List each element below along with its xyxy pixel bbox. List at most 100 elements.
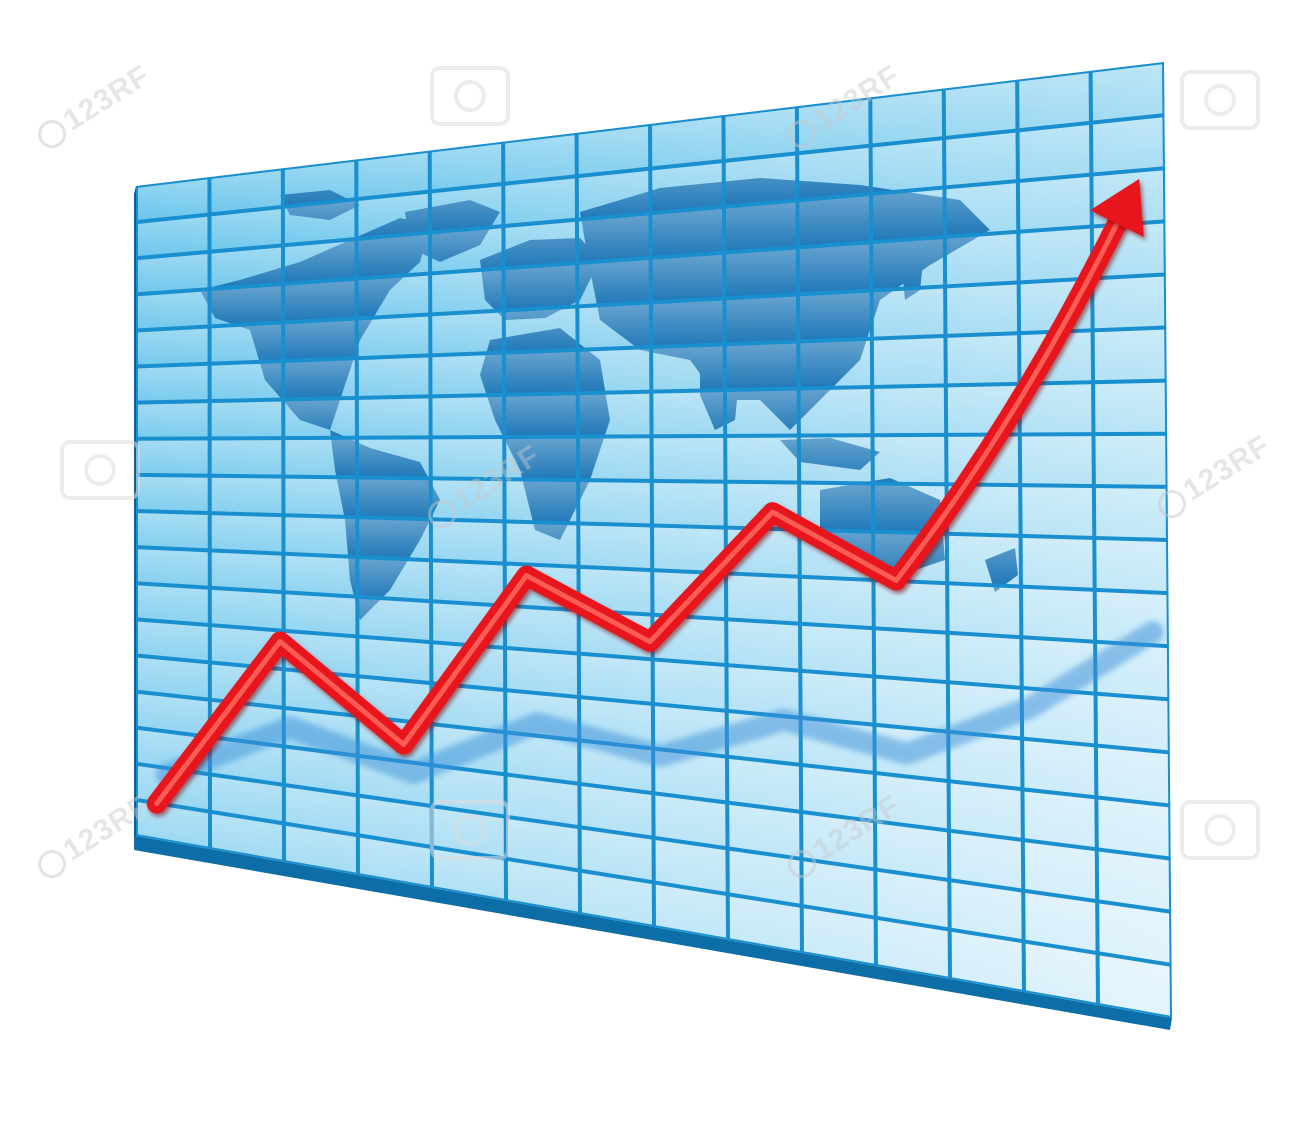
grid-cell	[727, 848, 802, 906]
grid-cell	[136, 251, 210, 295]
grid-cell	[283, 278, 357, 323]
grid-cell	[726, 619, 801, 671]
grid-cell	[430, 560, 505, 606]
grid-line-horizontal	[136, 113, 1165, 225]
grid-cell	[1090, 115, 1165, 175]
grid-cell	[1093, 433, 1168, 487]
grid-cell	[1096, 849, 1172, 912]
grid-line-horizontal	[136, 617, 1170, 702]
grid-cell	[871, 236, 946, 291]
grid-cell	[209, 475, 284, 516]
grid-cell	[504, 436, 579, 481]
panel-side-left	[134, 186, 136, 850]
grid-cell	[576, 124, 651, 177]
grid-cell	[1020, 586, 1096, 642]
grid-cell	[1095, 745, 1171, 806]
grid-cell	[1097, 901, 1172, 965]
watermark-camera-icon	[430, 800, 510, 860]
grid-cell	[136, 583, 210, 626]
grid-cell	[136, 691, 210, 738]
grid-cell	[723, 106, 798, 161]
grid-cell	[1093, 486, 1168, 540]
grid-cell	[724, 247, 798, 299]
grid-cell	[430, 478, 505, 522]
grid-cell	[283, 823, 358, 875]
grid-cell	[945, 333, 1020, 386]
grid-line-horizontal	[136, 509, 1169, 542]
grid-cell	[798, 386, 873, 436]
grid-cell	[357, 556, 432, 602]
grid-cell	[801, 811, 876, 870]
grid-cell	[503, 132, 577, 184]
grid-cell	[944, 231, 1019, 287]
grid-cell	[800, 623, 875, 677]
grid-cell	[283, 592, 358, 637]
grid-cell	[1020, 485, 1095, 538]
grid-cell	[797, 242, 872, 295]
grid-cell	[503, 176, 577, 227]
grid-cell	[430, 310, 504, 356]
grid-cell	[1090, 62, 1165, 123]
grid-cell	[871, 286, 946, 339]
grid-cell	[282, 159, 357, 207]
grid-cell	[209, 774, 284, 824]
grid-cell	[799, 482, 874, 532]
watermark-camera-icon	[1180, 70, 1260, 130]
grid-cell	[874, 676, 949, 732]
grid-cell	[503, 349, 578, 395]
grid-cell	[1023, 890, 1098, 954]
grid-cell	[356, 314, 431, 359]
grid-cell	[503, 263, 578, 311]
grid-cell	[356, 396, 431, 438]
grid-cell	[357, 477, 431, 520]
grid-cell	[873, 628, 948, 683]
grid-cell	[651, 344, 725, 392]
grid-cell	[578, 523, 653, 571]
grid-cell	[948, 830, 1024, 891]
grid-cell	[651, 435, 726, 482]
grid-cell	[505, 816, 580, 871]
grid-cell	[801, 905, 876, 966]
grid-line-horizontal	[136, 581, 1170, 649]
grid-cell	[356, 191, 430, 239]
grid-cell	[283, 553, 358, 597]
grid-cell	[650, 206, 725, 258]
grid-cell	[870, 138, 945, 194]
grid-cell	[136, 326, 210, 367]
grid-cell	[797, 145, 871, 201]
grid-cell	[943, 79, 1018, 139]
grid-cell	[578, 480, 652, 526]
grid-cell	[798, 435, 873, 484]
grid-cell	[356, 355, 431, 398]
grid-cell	[430, 394, 505, 438]
grid-cell	[1017, 122, 1092, 182]
grid-line-horizontal	[136, 545, 1169, 596]
grid-cell	[724, 341, 799, 391]
grid-cell	[430, 352, 505, 397]
grid-cell	[356, 232, 431, 279]
grid-cell	[948, 731, 1023, 790]
grid-cell	[209, 168, 283, 215]
grid-cell	[945, 282, 1020, 336]
grid-cell	[505, 858, 580, 914]
grid-cell	[357, 517, 431, 561]
grid-cell	[726, 756, 802, 812]
grid-cell	[725, 573, 800, 624]
grid-line-horizontal	[136, 219, 1166, 297]
grid-cell	[578, 653, 653, 704]
grid-line-horizontal	[136, 272, 1166, 333]
grid-cell	[653, 882, 728, 940]
grid-cell	[872, 434, 947, 485]
grid-cell	[947, 632, 1022, 688]
grid-cell	[797, 193, 872, 248]
grid-cell	[136, 474, 210, 514]
grid-cell	[209, 322, 284, 364]
grid-line-horizontal	[136, 725, 1171, 861]
grid-cell	[1094, 537, 1169, 594]
grid-cell	[209, 206, 283, 252]
grid-cell	[136, 401, 210, 439]
grid-cell	[282, 199, 357, 246]
grid-cell	[1017, 70, 1091, 131]
grid-cell	[1017, 174, 1092, 232]
